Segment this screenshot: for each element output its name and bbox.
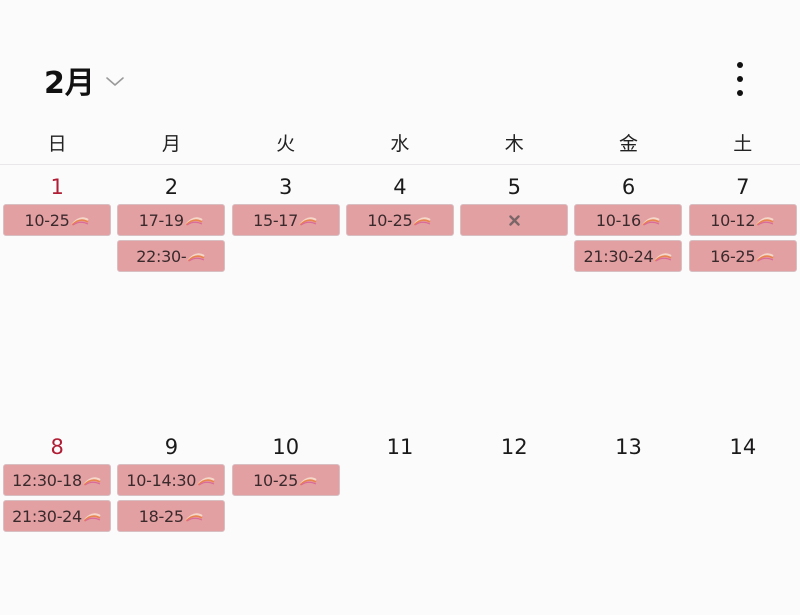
sushi-icon <box>642 217 660 226</box>
day-number: 14 <box>729 435 757 459</box>
day-number: 9 <box>164 435 179 459</box>
event-chip[interactable]: 17-19 <box>117 204 226 236</box>
day-cell[interactable]: 10 10-25 <box>229 430 343 615</box>
event-chip[interactable]: 16-25 <box>688 240 797 272</box>
day-number: 5 <box>507 175 521 199</box>
event-label: 16-25 <box>710 246 756 266</box>
day-cell[interactable]: 5 <box>457 170 571 430</box>
sushi-icon <box>184 217 203 226</box>
day-cell[interactable]: 13 <box>571 430 685 615</box>
event-chip[interactable]: 21:30-24 <box>3 500 111 532</box>
event-label: 18-25 <box>138 506 184 526</box>
day-cell[interactable]: 2 17-19 22:30- <box>114 170 228 430</box>
weekday-header: 日 月 火 水 木 金 土 <box>0 128 800 164</box>
event-label: 17-19 <box>138 210 184 230</box>
day-cell[interactable]: 14 <box>686 430 800 615</box>
header-divider <box>0 164 800 165</box>
day-number: 12 <box>500 435 528 459</box>
event-label: 10-14:30 <box>126 470 197 490</box>
event-chip[interactable]: 10-25 <box>3 204 111 236</box>
sushi-icon <box>299 477 317 486</box>
event-label: 21:30-24 <box>12 506 82 526</box>
cross-icon <box>508 214 520 226</box>
day-number: 7 <box>736 175 750 199</box>
event-chip[interactable]: 12:30-18 <box>3 464 111 496</box>
weekday-wed: 水 <box>390 133 410 155</box>
day-cell[interactable]: 8 12:30-18 21:30-24 <box>0 430 114 615</box>
day-cell[interactable]: 4 10-25 <box>343 170 457 430</box>
event-label: 22:30- <box>136 246 187 266</box>
day-number: 1 <box>50 175 64 199</box>
month-selector-button[interactable]: 2月 <box>44 56 127 104</box>
sushi-icon <box>413 217 431 226</box>
sushi-icon <box>83 513 101 522</box>
day-number: 10 <box>272 435 300 459</box>
more-options-button[interactable] <box>722 58 758 102</box>
sushi-icon <box>197 477 215 486</box>
weekday-fri: 金 <box>618 133 638 155</box>
event-chip[interactable] <box>460 204 569 236</box>
event-label: 10-16 <box>595 210 641 230</box>
day-cell[interactable]: 12 <box>457 430 571 615</box>
weekday-sat: 土 <box>733 133 753 155</box>
event-chip[interactable]: 22:30- <box>117 240 226 272</box>
event-label: 10-25 <box>367 210 413 230</box>
event-chip[interactable]: 10-12 <box>688 204 797 236</box>
event-label: 10-12 <box>710 210 756 230</box>
sushi-icon <box>83 477 101 486</box>
day-number: 3 <box>279 175 293 199</box>
week-row: 8 12:30-18 21:30-24 9 10-14:30 18-25 10 <box>0 430 800 615</box>
sushi-icon <box>187 253 205 262</box>
weekday-sun: 日 <box>47 133 67 155</box>
month-title: 2月 <box>44 66 95 101</box>
more-vertical-icon <box>737 62 743 96</box>
day-cell[interactable]: 1 10-25 <box>0 170 114 430</box>
event-label: 10-25 <box>253 470 299 490</box>
weekday-mon: 月 <box>161 133 181 155</box>
day-number: 8 <box>50 435 64 459</box>
day-number: 13 <box>615 435 642 459</box>
event-chip[interactable]: 18-25 <box>117 500 226 532</box>
event-chip[interactable]: 10-25 <box>231 464 340 496</box>
day-cell[interactable]: 6 10-16 21:30-24 <box>571 170 685 430</box>
day-cell[interactable]: 11 <box>343 430 457 615</box>
event-chip[interactable]: 10-25 <box>345 204 454 236</box>
calendar-header: 2月 <box>0 0 800 120</box>
event-label: 21:30-24 <box>583 246 654 266</box>
sushi-icon <box>70 217 89 226</box>
day-cell[interactable]: 9 10-14:30 18-25 <box>114 430 228 615</box>
event-label: 15-17 <box>253 210 299 230</box>
sushi-icon <box>756 217 774 226</box>
day-number: 6 <box>621 175 636 199</box>
sushi-icon <box>756 253 774 262</box>
day-cell[interactable]: 7 10-12 16-25 <box>686 170 800 430</box>
weekday-tue: 火 <box>276 133 296 155</box>
week-row: 1 10-25 2 17-19 22:30- 3 15-17 <box>0 170 800 430</box>
day-number: 11 <box>386 435 414 459</box>
day-cell[interactable]: 3 15-17 <box>229 170 343 430</box>
sushi-icon <box>299 217 317 226</box>
event-label: 10-25 <box>24 210 70 230</box>
event-chip[interactable]: 15-17 <box>231 204 340 236</box>
day-number: 2 <box>164 175 179 199</box>
event-chip[interactable]: 21:30-24 <box>574 240 683 272</box>
sushi-icon <box>654 253 672 262</box>
chevron-down-icon <box>106 77 124 86</box>
event-chip[interactable]: 10-14:30 <box>117 464 226 496</box>
day-number: 4 <box>393 175 407 199</box>
sushi-icon <box>184 513 203 522</box>
event-label: 12:30-18 <box>12 470 82 490</box>
event-chip[interactable]: 10-16 <box>574 204 683 236</box>
weekday-thu: 木 <box>504 133 524 155</box>
